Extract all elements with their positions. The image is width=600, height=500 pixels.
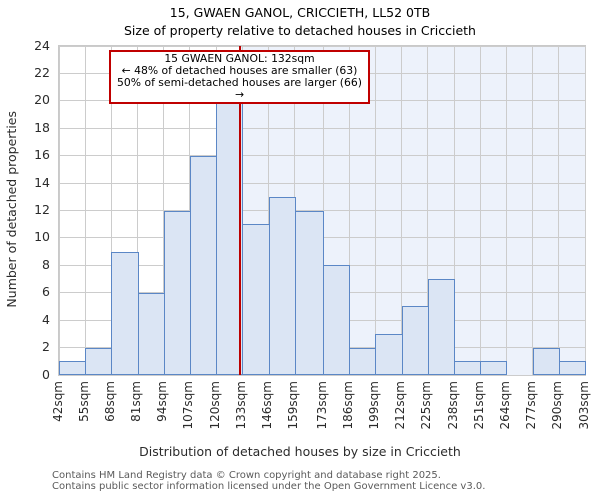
x-tick-label: 133sqm [233, 381, 248, 430]
x-tick-label: 264sqm [497, 381, 512, 430]
histogram-bar [163, 210, 191, 375]
histogram-bar [427, 279, 455, 375]
y-tick-label: 6 [42, 284, 50, 300]
horizontal-gridline [59, 127, 585, 129]
histogram-bar [454, 361, 482, 375]
histogram-bar [294, 210, 324, 375]
x-tick-label: 159sqm [286, 381, 301, 430]
histogram-bar [268, 196, 296, 375]
x-tick-label: 225sqm [419, 381, 434, 430]
histogram-bar [111, 251, 139, 375]
histogram-bar [59, 361, 87, 375]
histogram-bar [401, 306, 429, 375]
x-tick-label: 55sqm [76, 381, 91, 422]
x-tick-label: 42sqm [50, 381, 65, 422]
x-tick-label: 68sqm [102, 381, 117, 422]
x-tick-label: 146sqm [260, 381, 275, 430]
x-tick-label: 81sqm [129, 381, 144, 422]
vertical-gridline [505, 46, 507, 375]
annotation-line-2: ← 48% of detached houses are smaller (63… [121, 64, 358, 78]
vertical-gridline [558, 46, 560, 375]
histogram-bar [532, 347, 560, 375]
y-tick-label: 16 [34, 147, 50, 163]
x-tick-label: 238sqm [445, 381, 460, 430]
footer-copyright-line: Contains HM Land Registry data © Crown c… [52, 470, 441, 481]
vertical-gridline [453, 46, 455, 375]
horizontal-gridline [59, 45, 585, 47]
property-size-marker-line [239, 46, 242, 375]
vertical-gridline [374, 46, 376, 375]
y-tick-label: 20 [34, 92, 50, 108]
histogram-bar [85, 347, 113, 375]
histogram-bar [349, 347, 377, 375]
x-tick-label: 212sqm [393, 381, 408, 430]
vertical-gridline [110, 46, 112, 375]
vertical-gridline [84, 46, 86, 375]
vertical-gridline [427, 46, 429, 375]
histogram-bar [480, 361, 508, 375]
y-tick-label: 4 [42, 311, 50, 327]
x-tick-label: 251sqm [471, 381, 486, 430]
vertical-gridline [401, 46, 403, 375]
y-tick-label: 18 [34, 119, 50, 135]
x-tick-label: 94sqm [155, 381, 170, 422]
y-axis-label: Number of detached properties [3, 111, 19, 308]
vertical-gridline [584, 46, 586, 375]
y-tick-label: 24 [34, 37, 50, 53]
chart-subtitle: Size of property relative to detached ho… [124, 23, 476, 38]
horizontal-gridline [59, 374, 585, 376]
histogram-bar [558, 361, 586, 375]
vertical-gridline [348, 46, 350, 375]
histogram-bar [323, 265, 351, 375]
horizontal-gridline [59, 155, 585, 157]
annotation-line-3: 50% of semi-detached houses are larger (… [117, 76, 362, 102]
x-tick-label: 290sqm [550, 381, 565, 430]
y-tick-label: 12 [34, 202, 50, 217]
x-tick-label: 107sqm [181, 381, 196, 430]
vertical-gridline [479, 46, 481, 375]
x-axis-title: Distribution of detached houses by size … [139, 444, 461, 459]
vertical-gridline [58, 46, 60, 375]
x-tick-label: 173sqm [314, 381, 329, 430]
x-tick-label: 303sqm [576, 381, 591, 430]
x-tick-label: 199sqm [366, 381, 381, 430]
histogram-bar [137, 292, 165, 375]
horizontal-gridline [59, 182, 585, 184]
y-tick-label: 0 [42, 366, 50, 382]
x-tick-label: 186sqm [340, 381, 355, 430]
y-tick-label: 14 [34, 174, 50, 190]
histogram-bar [242, 224, 270, 375]
y-tick-label: 8 [42, 256, 50, 272]
y-tick-label: 22 [34, 64, 50, 80]
annotation-line-1: 15 GWAEN GANOL: 132sqm [164, 52, 315, 65]
footer-licence-line: Contains public sector information licen… [52, 481, 486, 492]
chart-title: 15, GWAEN GANOL, CRICCIETH, LL52 0TB [169, 5, 431, 20]
histogram-bar [189, 155, 218, 375]
vertical-gridline [532, 46, 534, 375]
vertical-gridline [137, 46, 139, 375]
histogram-bar [375, 333, 403, 375]
annotation-box: 15 GWAEN GANOL: 132sqm ← 48% of detached… [109, 50, 370, 105]
x-tick-label: 120sqm [207, 381, 222, 430]
y-tick-label: 2 [42, 339, 50, 355]
x-tick-label: 277sqm [524, 381, 539, 430]
y-tick-label: 10 [34, 229, 50, 245]
